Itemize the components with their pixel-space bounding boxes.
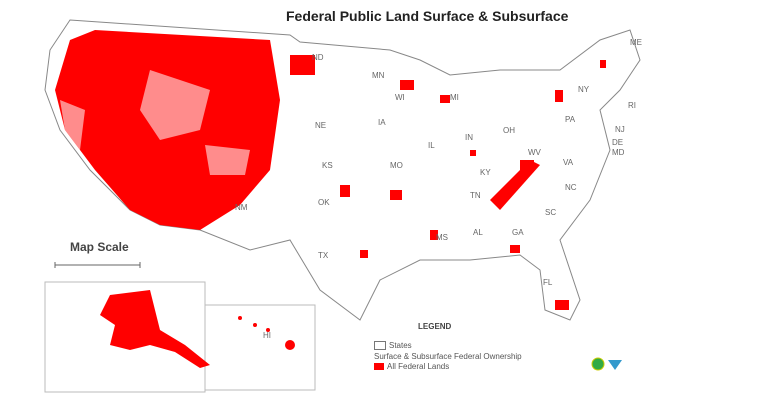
svg-text:ME: ME bbox=[630, 38, 642, 47]
svg-text:MO: MO bbox=[390, 161, 403, 170]
legend-federal: All Federal Lands bbox=[374, 362, 449, 371]
svg-text:ND: ND bbox=[312, 53, 324, 62]
legend-states-label: States bbox=[389, 341, 412, 350]
svg-text:IL: IL bbox=[428, 141, 435, 150]
svg-text:VA: VA bbox=[563, 158, 574, 167]
scale-bar bbox=[54, 262, 141, 268]
svg-text:NY: NY bbox=[578, 85, 590, 94]
map-title: Federal Public Land Surface & Subsurface bbox=[286, 8, 569, 24]
svg-text:KS: KS bbox=[322, 161, 333, 170]
svg-text:OK: OK bbox=[318, 198, 330, 207]
svg-text:GA: GA bbox=[512, 228, 524, 237]
federal-swatch bbox=[374, 363, 384, 370]
state-labels: ND MN WI MI ME NY PA RI NJ DE MD OH IN I… bbox=[235, 38, 642, 340]
svg-text:NE: NE bbox=[315, 121, 326, 130]
svg-text:OH: OH bbox=[503, 126, 515, 135]
legend-title: LEGEND bbox=[418, 322, 452, 331]
svg-text:NM: NM bbox=[235, 203, 248, 212]
legend-ownership-label: Surface & Subsurface Federal Ownership bbox=[374, 352, 522, 361]
svg-text:MS: MS bbox=[436, 233, 448, 242]
alaska-federal-lands bbox=[100, 290, 210, 368]
svg-text:MN: MN bbox=[372, 71, 385, 80]
svg-text:NC: NC bbox=[565, 183, 577, 192]
states-swatch bbox=[374, 341, 386, 350]
legend-federal-label: All Federal Lands bbox=[387, 362, 450, 371]
usgs-seal-icon bbox=[591, 357, 605, 371]
svg-text:TX: TX bbox=[318, 251, 329, 260]
svg-text:IN: IN bbox=[465, 133, 473, 142]
blm-logo-icon bbox=[608, 360, 622, 370]
svg-text:NJ: NJ bbox=[615, 125, 625, 134]
hawaii-islands bbox=[238, 316, 295, 350]
svg-text:TN: TN bbox=[470, 191, 481, 200]
federal-lands-east bbox=[290, 55, 606, 310]
svg-text:MI: MI bbox=[450, 93, 459, 102]
svg-text:PA: PA bbox=[565, 115, 576, 124]
federal-lands-west-detail bbox=[60, 70, 250, 175]
svg-text:RI: RI bbox=[628, 101, 636, 110]
legend-states: States bbox=[374, 341, 412, 350]
svg-text:WV: WV bbox=[528, 148, 542, 157]
svg-text:WI: WI bbox=[395, 93, 405, 102]
svg-text:HI: HI bbox=[263, 331, 271, 340]
svg-text:AL: AL bbox=[473, 228, 483, 237]
svg-text:SC: SC bbox=[545, 208, 556, 217]
svg-text:KY: KY bbox=[480, 168, 491, 177]
map-scale-label: Map Scale bbox=[70, 240, 129, 254]
svg-text:DE: DE bbox=[612, 138, 623, 147]
svg-text:FL: FL bbox=[543, 278, 553, 287]
svg-text:IA: IA bbox=[378, 118, 386, 127]
svg-text:MD: MD bbox=[612, 148, 625, 157]
hawaii-inset-frame bbox=[204, 304, 316, 391]
